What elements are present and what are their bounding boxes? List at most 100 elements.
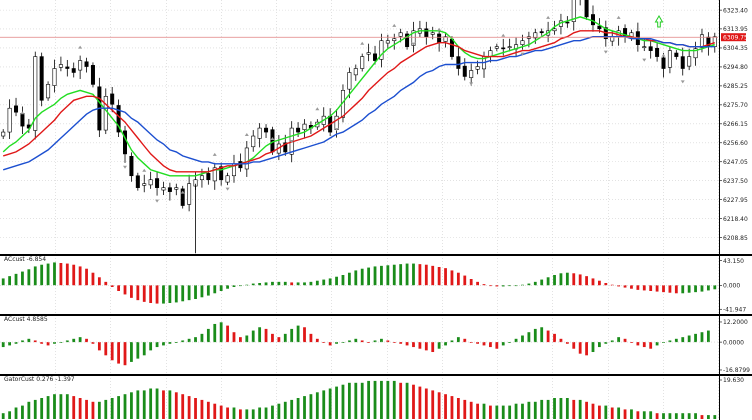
pane-separator bbox=[0, 314, 752, 316]
histogram-bar-up bbox=[283, 281, 287, 286]
histogram-bar-down bbox=[636, 342, 640, 346]
histogram-bar-down bbox=[546, 330, 550, 343]
histogram-bar-up bbox=[142, 390, 146, 419]
histogram-bar-down bbox=[578, 342, 582, 354]
histogram-bar-down bbox=[674, 285, 678, 294]
histogram-bar-up bbox=[687, 413, 691, 419]
candle-bear bbox=[116, 105, 121, 133]
candle-bull bbox=[398, 32, 403, 37]
price-tick-label: 6218.40 bbox=[723, 216, 748, 223]
histogram-bar-down bbox=[142, 285, 146, 302]
histogram-bar-up bbox=[309, 394, 313, 419]
histogram-bar-up bbox=[271, 405, 274, 419]
histogram-bar-down bbox=[232, 332, 236, 343]
histogram-bar-up bbox=[559, 273, 563, 286]
histogram-bar-up bbox=[110, 398, 114, 419]
moving-average-mid-line bbox=[2, 30, 716, 173]
histogram-bar-up bbox=[226, 285, 229, 289]
price-tick-label: 6294.80 bbox=[723, 64, 748, 71]
histogram-bar-up bbox=[335, 276, 338, 286]
histogram-bar-down bbox=[412, 384, 415, 419]
histogram-bar-up bbox=[245, 335, 249, 343]
histogram-bar-down bbox=[463, 338, 467, 343]
candle-bull bbox=[142, 183, 147, 186]
histogram-bar-up bbox=[354, 338, 358, 343]
candle-bear bbox=[219, 166, 224, 181]
price-tick-label: 6247.05 bbox=[723, 159, 748, 166]
pane-title-ac-2: ACcust 4.8585 bbox=[4, 316, 48, 323]
histogram-bar-up bbox=[380, 338, 383, 343]
histogram-bar-down bbox=[469, 401, 473, 419]
candle-bull bbox=[699, 34, 704, 48]
candle-bull bbox=[174, 187, 179, 190]
histogram-bar-up bbox=[181, 285, 185, 302]
histogram-bar-up bbox=[1, 413, 5, 419]
histogram-bar-up bbox=[328, 388, 332, 419]
price-tick-label: 6208.85 bbox=[723, 235, 748, 242]
histogram-bar-up bbox=[521, 403, 524, 419]
histogram-bar-up bbox=[14, 407, 18, 419]
histogram-bar-down bbox=[117, 342, 120, 364]
candle-bear bbox=[296, 127, 301, 133]
histogram-bar-up bbox=[168, 342, 172, 344]
histogram-bar-up bbox=[65, 340, 69, 343]
histogram-bar-up bbox=[187, 338, 191, 343]
histogram-bar-up bbox=[21, 405, 24, 419]
current-price-badge bbox=[721, 33, 746, 42]
pane-separator bbox=[0, 254, 752, 256]
histogram-bar-down bbox=[65, 263, 69, 286]
histogram-bar-down bbox=[110, 342, 114, 361]
histogram-bar-up bbox=[674, 413, 678, 419]
fractal-up-arrow bbox=[546, 15, 551, 19]
candle-bull bbox=[251, 135, 256, 148]
histogram-bar-down bbox=[700, 415, 704, 419]
histogram-bar-up bbox=[495, 405, 499, 419]
fractal-down-arrow bbox=[123, 165, 128, 169]
candle-bear bbox=[648, 46, 653, 51]
histogram-bar-up bbox=[373, 266, 377, 286]
candle-bull bbox=[385, 40, 390, 44]
candle-bull bbox=[642, 46, 647, 48]
histogram-bar-up bbox=[149, 388, 153, 419]
histogram-bar-up bbox=[540, 327, 544, 343]
histogram-bar-down bbox=[399, 382, 403, 419]
histogram-bar-down bbox=[585, 276, 588, 286]
histogram-bar-up bbox=[668, 413, 672, 419]
histogram-bar-up bbox=[482, 403, 486, 419]
histogram-bar-up bbox=[97, 401, 101, 419]
ac-oscillator-pane-2: 12.2000 0.0000 -16.8799 bbox=[0, 319, 750, 374]
fractal-down-arrow bbox=[642, 58, 647, 62]
fractal-up-arrow bbox=[20, 111, 25, 115]
histogram-bar-up bbox=[527, 332, 531, 343]
current-price-label: 6309.75 bbox=[723, 34, 748, 41]
histogram-bar-up bbox=[706, 330, 710, 343]
histogram-bar-up bbox=[315, 392, 319, 419]
candle-bull bbox=[225, 175, 230, 183]
histogram-bar-down bbox=[40, 342, 44, 344]
fractal-up-arrow bbox=[180, 190, 185, 194]
histogram-bar-up bbox=[8, 411, 12, 419]
histogram-bar-up bbox=[694, 413, 697, 419]
histogram-bar-down bbox=[194, 398, 197, 419]
histogram-bar-down bbox=[444, 394, 447, 419]
histogram-bar-down bbox=[271, 333, 274, 343]
fractal-down-arrow bbox=[520, 52, 525, 56]
histogram-bar-up bbox=[155, 388, 159, 419]
histogram-bar-up bbox=[630, 409, 633, 419]
price-tick-label: 6266.15 bbox=[723, 121, 748, 128]
fractal-down-arrow bbox=[155, 199, 160, 203]
fractal-up-arrow bbox=[616, 15, 621, 19]
histogram-bar-down bbox=[437, 267, 441, 286]
histogram-bar-up bbox=[40, 398, 44, 419]
histogram-bar-up bbox=[264, 282, 268, 286]
histogram-bar-down bbox=[553, 333, 556, 343]
histogram-bar-down bbox=[649, 342, 653, 349]
candle-bull bbox=[552, 28, 557, 32]
histogram-bar-down bbox=[72, 264, 76, 286]
candle-bull bbox=[199, 175, 204, 181]
histogram-bar-down bbox=[495, 285, 499, 287]
histogram-bar-up bbox=[591, 342, 595, 353]
histogram-bar-down bbox=[123, 285, 127, 295]
candle-bear bbox=[129, 155, 134, 177]
histogram-bar-up bbox=[392, 380, 396, 419]
